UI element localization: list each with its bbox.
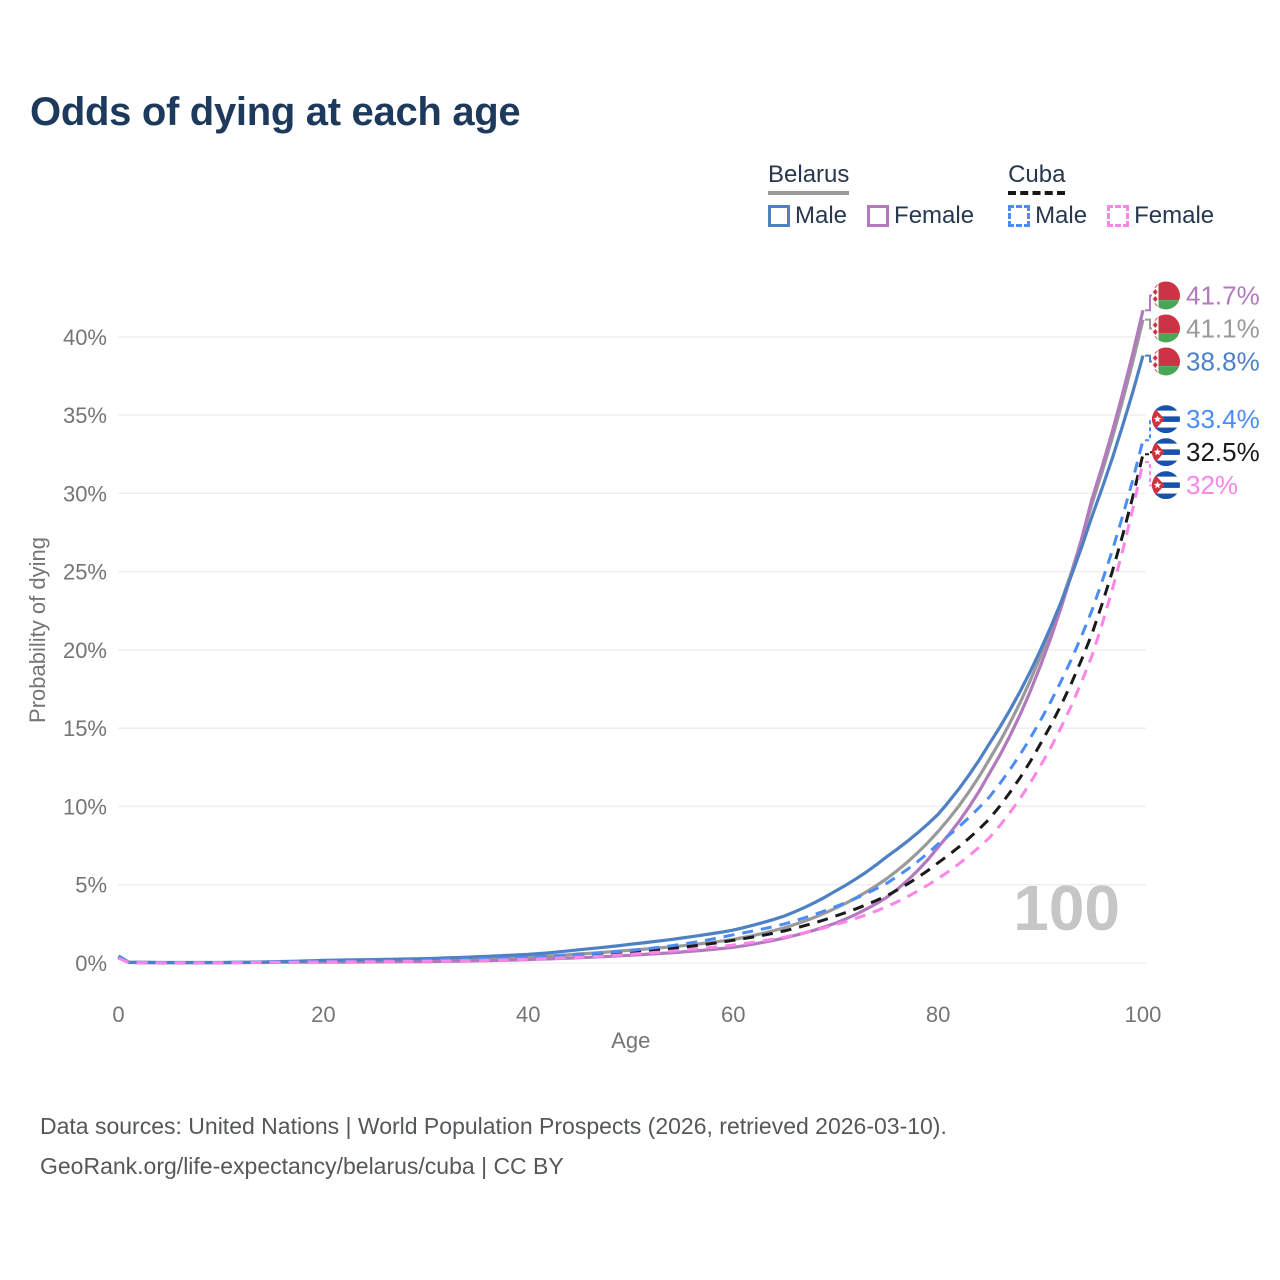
end-connector-belarus-both: [1145, 318, 1152, 330]
y-tick-label: 30%: [63, 481, 107, 506]
age-counter-watermark: 100: [1013, 872, 1120, 944]
legend-item-cuba-female[interactable]: Female: [1107, 202, 1214, 230]
legend-item-belarus-female[interactable]: Female: [867, 202, 974, 230]
end-value-label-belarus-male: 38.8%: [1186, 346, 1260, 376]
series-line-cuba-both: [117, 453, 1145, 965]
legend-country-cuba: Cuba: [1008, 161, 1066, 195]
end-connector-cuba-female: [1145, 461, 1152, 487]
y-tick-label: 20%: [63, 638, 107, 663]
page-title: Odds of dying at each age: [30, 90, 521, 134]
y-tick-label: 5%: [75, 873, 107, 898]
cuba-female-swatch-icon: [1107, 205, 1130, 227]
end-value-label-belarus-both: 41.1%: [1186, 313, 1260, 343]
legend-label: Female: [1134, 202, 1215, 229]
x-tick-label: 60: [721, 1002, 745, 1027]
end-connector-belarus-female: [1145, 294, 1152, 312]
y-tick-label: 35%: [63, 403, 107, 428]
cuba-flag-icon: [1152, 471, 1180, 500]
legend-item-belarus-male[interactable]: Male: [768, 202, 847, 230]
x-tick-label: 40: [516, 1002, 540, 1027]
y-tick-label: 0%: [75, 951, 107, 976]
belarus-flag-icon: [1152, 347, 1180, 376]
footer: Data sources: United Nations | World Pop…: [40, 1106, 947, 1186]
series-line-cuba-female: [117, 461, 1145, 965]
belarus-flag-icon: [1152, 314, 1180, 343]
legend-label: Male: [795, 202, 848, 229]
belarus-female-swatch-icon: [867, 205, 890, 227]
y-tick-label: 25%: [63, 560, 107, 585]
belarus-male-swatch-icon: [768, 205, 790, 227]
end-value-label-cuba-female: 32%: [1186, 470, 1238, 500]
legend: Belarus Male Female Cuba Male: [768, 161, 1214, 230]
end-value-label-cuba-male: 33.4%: [1186, 404, 1260, 434]
series-line-belarus-male: [117, 355, 1145, 965]
y-tick-label: 10%: [63, 794, 107, 819]
y-axis-title: Probability of dying: [25, 537, 50, 723]
legend-group-belarus: Belarus Male Female: [768, 161, 974, 230]
end-value-label-cuba-both: 32.5%: [1186, 437, 1260, 467]
footer-sources: Data sources: United Nations | World Pop…: [40, 1113, 947, 1139]
cuba-male-swatch-icon: [1008, 205, 1031, 227]
legend-country-belarus: Belarus: [768, 161, 850, 195]
x-axis-title: Age: [611, 1028, 650, 1053]
end-connector-cuba-both: [1145, 451, 1152, 456]
legend-group-cuba: Cuba Male Female: [1008, 161, 1214, 230]
x-tick-label: 100: [1125, 1002, 1162, 1027]
legend-label: Female: [894, 202, 975, 229]
x-tick-label: 0: [112, 1002, 124, 1027]
belarus-flag-icon: [1152, 281, 1180, 310]
end-connector-belarus-male: [1145, 354, 1152, 363]
footer-attribution: GeoRank.org/life-expectancy/belarus/cuba…: [40, 1153, 564, 1179]
end-connector-cuba-male: [1145, 418, 1152, 442]
series-line-belarus-both: [117, 319, 1145, 965]
cuba-flag-icon: [1152, 405, 1180, 434]
series-line-belarus-female: [117, 309, 1145, 965]
legend-label: Male: [1035, 202, 1088, 229]
cuba-flag-icon: [1152, 438, 1180, 467]
x-tick-label: 80: [926, 1002, 950, 1027]
end-value-label-belarus-female: 41.7%: [1186, 280, 1260, 310]
y-tick-label: 40%: [63, 325, 107, 350]
x-tick-label: 20: [311, 1002, 335, 1027]
legend-item-cuba-male[interactable]: Male: [1008, 202, 1087, 230]
y-tick-label: 15%: [63, 716, 107, 741]
